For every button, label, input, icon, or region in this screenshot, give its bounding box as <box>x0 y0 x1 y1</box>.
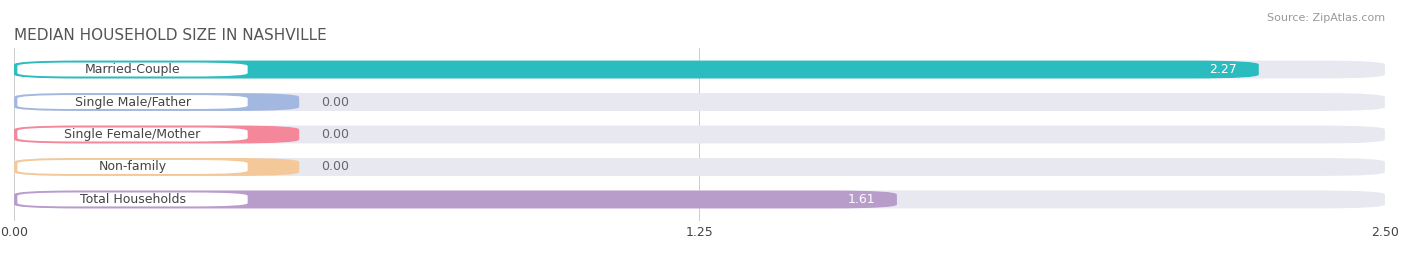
FancyBboxPatch shape <box>17 193 247 206</box>
Text: Source: ZipAtlas.com: Source: ZipAtlas.com <box>1267 13 1385 23</box>
FancyBboxPatch shape <box>17 160 247 174</box>
FancyBboxPatch shape <box>14 126 299 143</box>
Text: 2.27: 2.27 <box>1209 63 1237 76</box>
Text: MEDIAN HOUSEHOLD SIZE IN NASHVILLE: MEDIAN HOUSEHOLD SIZE IN NASHVILLE <box>14 28 326 43</box>
Text: Non-family: Non-family <box>98 161 166 174</box>
FancyBboxPatch shape <box>17 63 247 76</box>
Text: 0.00: 0.00 <box>321 95 349 108</box>
FancyBboxPatch shape <box>14 158 1385 176</box>
Text: 0.00: 0.00 <box>321 161 349 174</box>
FancyBboxPatch shape <box>17 95 247 109</box>
Text: Single Female/Mother: Single Female/Mother <box>65 128 201 141</box>
Text: 0.00: 0.00 <box>321 128 349 141</box>
FancyBboxPatch shape <box>17 128 247 141</box>
FancyBboxPatch shape <box>14 93 299 111</box>
FancyBboxPatch shape <box>14 93 1385 111</box>
FancyBboxPatch shape <box>14 158 299 176</box>
Text: Married-Couple: Married-Couple <box>84 63 180 76</box>
Text: 1.61: 1.61 <box>848 193 875 206</box>
Text: Total Households: Total Households <box>80 193 186 206</box>
FancyBboxPatch shape <box>14 190 1385 208</box>
FancyBboxPatch shape <box>14 190 897 208</box>
FancyBboxPatch shape <box>14 126 1385 143</box>
FancyBboxPatch shape <box>14 61 1385 79</box>
Text: Single Male/Father: Single Male/Father <box>75 95 190 108</box>
FancyBboxPatch shape <box>14 61 1258 79</box>
